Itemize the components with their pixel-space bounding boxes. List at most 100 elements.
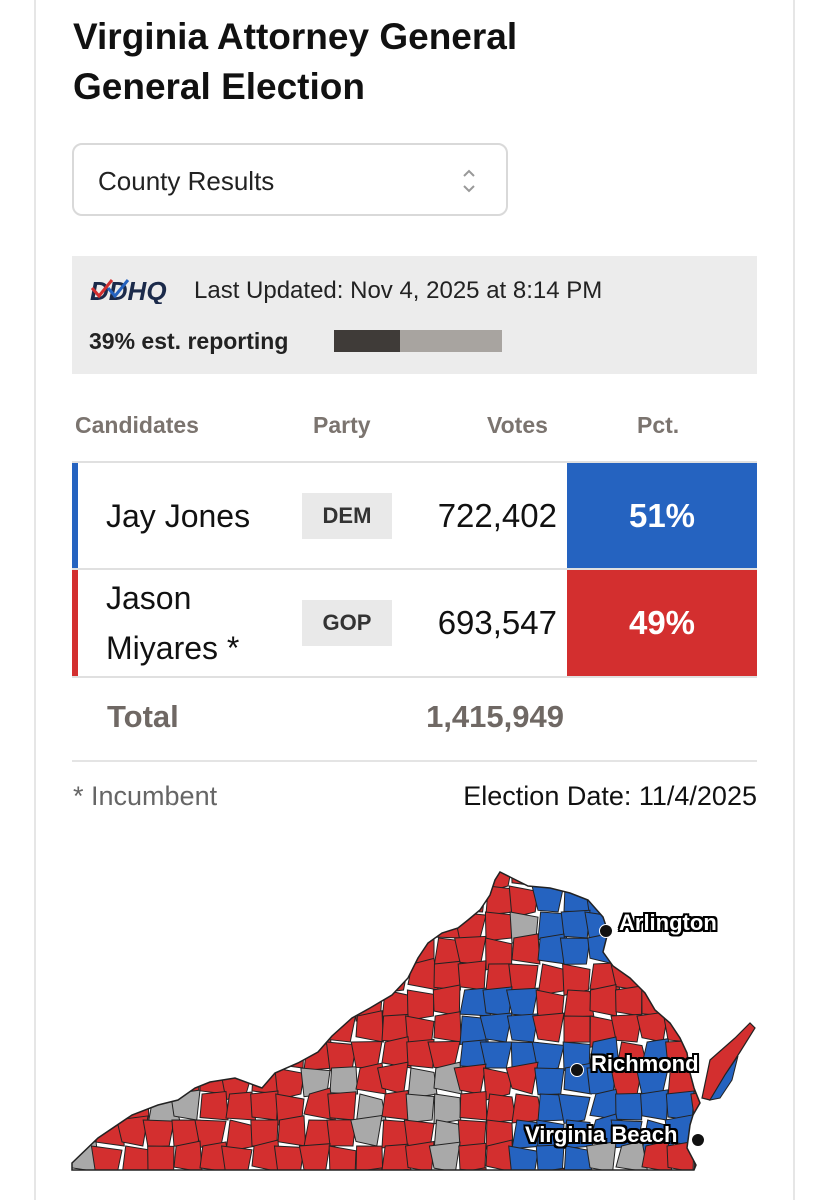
county-shape xyxy=(89,884,123,913)
county-shape xyxy=(433,1011,462,1043)
county-shape xyxy=(199,1141,230,1170)
county-shape xyxy=(303,958,336,991)
county-shape xyxy=(719,1168,746,1180)
county-shape xyxy=(746,911,770,938)
chevron-up-down-icon xyxy=(463,169,475,193)
county-shape xyxy=(70,1171,96,1180)
county-shape xyxy=(142,872,175,892)
county-shape xyxy=(746,964,770,991)
virginia-beach-marker xyxy=(691,1133,705,1147)
county-shape xyxy=(246,963,279,994)
county-shape xyxy=(563,1168,595,1170)
county-shape xyxy=(381,906,411,939)
county-shape xyxy=(200,1172,228,1180)
county-shape xyxy=(431,883,461,913)
county-shape xyxy=(586,1141,617,1170)
county-shape xyxy=(142,959,175,991)
county-shape xyxy=(199,1040,228,1069)
county-shape xyxy=(563,1015,591,1043)
candidate-votes: 722,402 xyxy=(437,497,557,534)
county-shape xyxy=(147,1145,175,1170)
city-label-arlington: Arlington xyxy=(619,910,717,935)
county-shape xyxy=(563,884,592,913)
county-shape xyxy=(559,872,591,890)
county-shape xyxy=(119,1067,149,1097)
candidate-row-jones: Jay Jones DEM 722,402 51% xyxy=(72,461,757,569)
county-shape xyxy=(142,1013,175,1043)
county-shape xyxy=(72,911,99,944)
county-shape xyxy=(199,1091,229,1121)
page-title: Virginia Attorney General General Electi… xyxy=(73,12,753,112)
county-shape xyxy=(557,1093,591,1125)
county-results-map[interactable]: Arlington Richmond Virginia Beach xyxy=(70,860,770,1180)
county-shape xyxy=(642,1171,673,1180)
county-shape xyxy=(508,963,539,993)
svg-text:DDHQ: DDHQ xyxy=(90,276,167,304)
county-shape xyxy=(300,885,331,916)
county-shape xyxy=(532,1012,565,1043)
county-shape xyxy=(637,963,669,994)
county-shape xyxy=(173,960,201,991)
reporting-label: 39% est. reporting xyxy=(89,328,289,354)
header-candidates: Candidates xyxy=(75,412,199,438)
total-label: Total xyxy=(107,699,179,734)
county-shape xyxy=(277,880,308,913)
county-shape xyxy=(610,1013,643,1043)
county-shape xyxy=(486,1172,516,1180)
county-shape xyxy=(746,985,770,1016)
county-shape xyxy=(251,937,280,971)
county-shape xyxy=(143,1172,174,1180)
header-party: Party xyxy=(313,412,371,438)
party-badge: DEM xyxy=(302,493,392,539)
county-shape xyxy=(326,1119,357,1147)
county-shape xyxy=(708,1055,739,1101)
county-shape xyxy=(171,1172,200,1180)
header-votes: Votes xyxy=(487,412,548,438)
county-shape xyxy=(328,960,357,991)
county-shape xyxy=(196,872,227,890)
county-shape xyxy=(223,957,253,991)
candidate-pct: 51% xyxy=(567,463,757,569)
county-shape xyxy=(745,1042,770,1071)
county-shape xyxy=(72,959,101,991)
county-shape xyxy=(563,989,595,1018)
county-shape xyxy=(641,987,669,1017)
total-votes: 1,415,949 xyxy=(426,699,564,734)
county-shape xyxy=(273,1145,305,1170)
county-shape xyxy=(720,912,746,943)
county-shape xyxy=(459,1167,489,1170)
county-shape xyxy=(434,1172,463,1180)
incumbent-note: * Incumbent xyxy=(73,781,218,811)
county-shape xyxy=(121,1010,150,1043)
county-shape xyxy=(117,905,149,939)
county-shape xyxy=(746,1062,770,1094)
county-shape xyxy=(663,937,695,967)
county-shape xyxy=(225,872,255,887)
county-shape xyxy=(172,1062,201,1095)
county-shape xyxy=(720,860,749,888)
county-shape xyxy=(407,1067,438,1100)
county-shape xyxy=(95,1067,124,1096)
county-shape xyxy=(72,937,97,970)
county-shape xyxy=(121,963,154,992)
richmond-marker xyxy=(570,1063,584,1077)
county-shape xyxy=(72,1015,97,1043)
county-shape xyxy=(377,1169,409,1170)
county-shape xyxy=(376,872,409,887)
county-shape xyxy=(119,1041,149,1072)
county-shape xyxy=(72,880,97,913)
county-shape xyxy=(251,989,283,1020)
party-color-stripe xyxy=(72,570,78,676)
county-shape xyxy=(277,872,307,887)
county-shape xyxy=(96,1172,126,1180)
county-shape xyxy=(535,1144,565,1170)
reporting-progress-fill xyxy=(334,330,400,352)
results-view-select[interactable]: County Results xyxy=(72,143,508,216)
candidate-row-miyares: Jason Miyares * GOP 693,547 49% xyxy=(72,568,757,678)
divider xyxy=(72,760,757,762)
county-shape xyxy=(95,937,125,965)
arlington-marker xyxy=(599,924,613,938)
county-shape xyxy=(173,1038,204,1069)
candidate-name: Jason Miyares * xyxy=(106,580,240,666)
county-shape xyxy=(511,933,541,965)
